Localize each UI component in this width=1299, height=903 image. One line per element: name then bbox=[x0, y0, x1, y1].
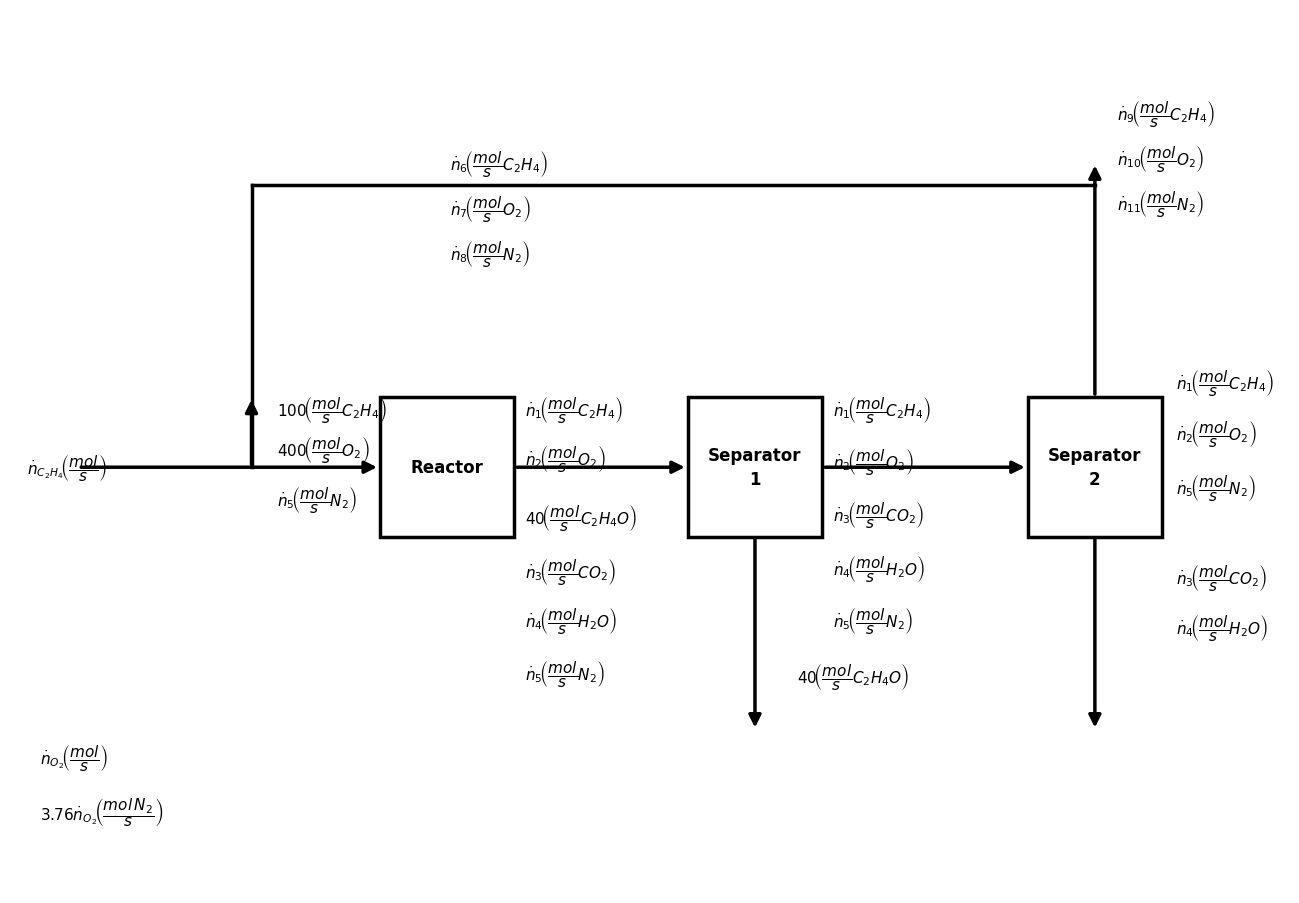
Text: $\dot{n}_1\!\left(\dfrac{mol}{s}C_2H_4\right)$: $\dot{n}_1\!\left(\dfrac{mol}{s}C_2H_4\r… bbox=[1177, 368, 1274, 397]
Text: $\dot{n}_2\!\left(\dfrac{mol}{s}O_2\right)$: $\dot{n}_2\!\left(\dfrac{mol}{s}O_2\righ… bbox=[1177, 418, 1257, 449]
Text: Separator
1: Separator 1 bbox=[708, 446, 801, 488]
Text: $\dot{n}_3\!\left(\dfrac{mol}{s}CO_2\right)$: $\dot{n}_3\!\left(\dfrac{mol}{s}CO_2\rig… bbox=[833, 499, 924, 529]
Text: $\dot{n}_{11}\!\left(\dfrac{mol}{s}N_2\right)$: $\dot{n}_{11}\!\left(\dfrac{mol}{s}N_2\r… bbox=[1117, 189, 1204, 219]
Text: $\dot{n}_2\!\left(\dfrac{mol}{s}O_2\right)$: $\dot{n}_2\!\left(\dfrac{mol}{s}O_2\righ… bbox=[833, 446, 913, 477]
Text: $\dot{n}_{C_2H_4}\!\left(\dfrac{mol}{s}\right)$: $\dot{n}_{C_2H_4}\!\left(\dfrac{mol}{s}\… bbox=[27, 452, 108, 483]
Text: $40\!\left(\dfrac{mol}{s}C_2H_4O\right)$: $40\!\left(\dfrac{mol}{s}C_2H_4O\right)$ bbox=[525, 502, 638, 532]
Text: $\dot{n}_3\!\left(\dfrac{mol}{s}CO_2\right)$: $\dot{n}_3\!\left(\dfrac{mol}{s}CO_2\rig… bbox=[525, 556, 616, 586]
Text: Separator
2: Separator 2 bbox=[1048, 446, 1142, 488]
Text: $\dot{n}_6\!\left(\dfrac{mol}{s}C_2H_4\right)$: $\dot{n}_6\!\left(\dfrac{mol}{s}C_2H_4\r… bbox=[451, 148, 548, 179]
Text: $\dot{n}_4\!\left(\dfrac{mol}{s}H_2O\right)$: $\dot{n}_4\!\left(\dfrac{mol}{s}H_2O\rig… bbox=[525, 606, 617, 636]
Text: $\dot{n}_{O_2}\!\left(\dfrac{mol}{s}\right)$: $\dot{n}_{O_2}\!\left(\dfrac{mol}{s}\rig… bbox=[40, 742, 108, 773]
Text: $100\!\left(\dfrac{mol}{s}C_2H_4\right)$: $100\!\left(\dfrac{mol}{s}C_2H_4\right)$ bbox=[277, 395, 387, 424]
Text: $\dot{n}_4\!\left(\dfrac{mol}{s}H_2O\right)$: $\dot{n}_4\!\left(\dfrac{mol}{s}H_2O\rig… bbox=[1177, 612, 1269, 642]
Text: $400\!\left(\dfrac{mol}{s}O_2\right)$: $400\!\left(\dfrac{mol}{s}O_2\right)$ bbox=[277, 434, 370, 465]
Text: $\dot{n}_2\!\left(\dfrac{mol}{s}O_2\right)$: $\dot{n}_2\!\left(\dfrac{mol}{s}O_2\righ… bbox=[525, 443, 605, 474]
Text: $\dot{n}_5\!\left(\dfrac{mol}{s}N_2\right)$: $\dot{n}_5\!\left(\dfrac{mol}{s}N_2\righ… bbox=[525, 658, 605, 688]
Text: $\dot{n}_7\!\left(\dfrac{mol}{s}O_2\right)$: $\dot{n}_7\!\left(\dfrac{mol}{s}O_2\righ… bbox=[451, 193, 531, 223]
FancyBboxPatch shape bbox=[687, 397, 822, 537]
Text: $\dot{n}_3\!\left(\dfrac{mol}{s}CO_2\right)$: $\dot{n}_3\!\left(\dfrac{mol}{s}CO_2\rig… bbox=[1177, 563, 1268, 592]
Text: Reactor: Reactor bbox=[410, 458, 483, 476]
FancyBboxPatch shape bbox=[1028, 397, 1163, 537]
Text: $\dot{n}_4\!\left(\dfrac{mol}{s}H_2O\right)$: $\dot{n}_4\!\left(\dfrac{mol}{s}H_2O\rig… bbox=[833, 554, 925, 583]
Text: $\dot{n}_1\!\left(\dfrac{mol}{s}C_2H_4\right)$: $\dot{n}_1\!\left(\dfrac{mol}{s}C_2H_4\r… bbox=[525, 395, 622, 424]
Text: $40\!\left(\dfrac{mol}{s}C_2H_4O\right)$: $40\!\left(\dfrac{mol}{s}C_2H_4O\right)$ bbox=[796, 662, 909, 692]
Text: $\dot{n}_5\!\left(\dfrac{mol}{s}N_2\right)$: $\dot{n}_5\!\left(\dfrac{mol}{s}N_2\righ… bbox=[277, 484, 357, 514]
Text: $\dot{n}_9\!\left(\dfrac{mol}{s}C_2H_4\right)$: $\dot{n}_9\!\left(\dfrac{mol}{s}C_2H_4\r… bbox=[1117, 99, 1216, 129]
Text: $\dot{n}_5\!\left(\dfrac{mol}{s}N_2\right)$: $\dot{n}_5\!\left(\dfrac{mol}{s}N_2\righ… bbox=[1177, 472, 1256, 502]
Text: $3.76\dot{n}_{O_2}\!\left(\dfrac{mol\,N_2}{s}\right)$: $3.76\dot{n}_{O_2}\!\left(\dfrac{mol\,N_… bbox=[40, 796, 164, 828]
Text: $\dot{n}_5\!\left(\dfrac{mol}{s}N_2\right)$: $\dot{n}_5\!\left(\dfrac{mol}{s}N_2\righ… bbox=[833, 606, 913, 636]
Text: $\dot{n}_8\!\left(\dfrac{mol}{s}N_2\right)$: $\dot{n}_8\!\left(\dfrac{mol}{s}N_2\righ… bbox=[451, 238, 530, 268]
Text: $\dot{n}_1\!\left(\dfrac{mol}{s}C_2H_4\right)$: $\dot{n}_1\!\left(\dfrac{mol}{s}C_2H_4\r… bbox=[833, 395, 930, 424]
FancyBboxPatch shape bbox=[379, 397, 514, 537]
Text: $\dot{n}_{10}\!\left(\dfrac{mol}{s}O_2\right)$: $\dot{n}_{10}\!\left(\dfrac{mol}{s}O_2\r… bbox=[1117, 144, 1205, 174]
